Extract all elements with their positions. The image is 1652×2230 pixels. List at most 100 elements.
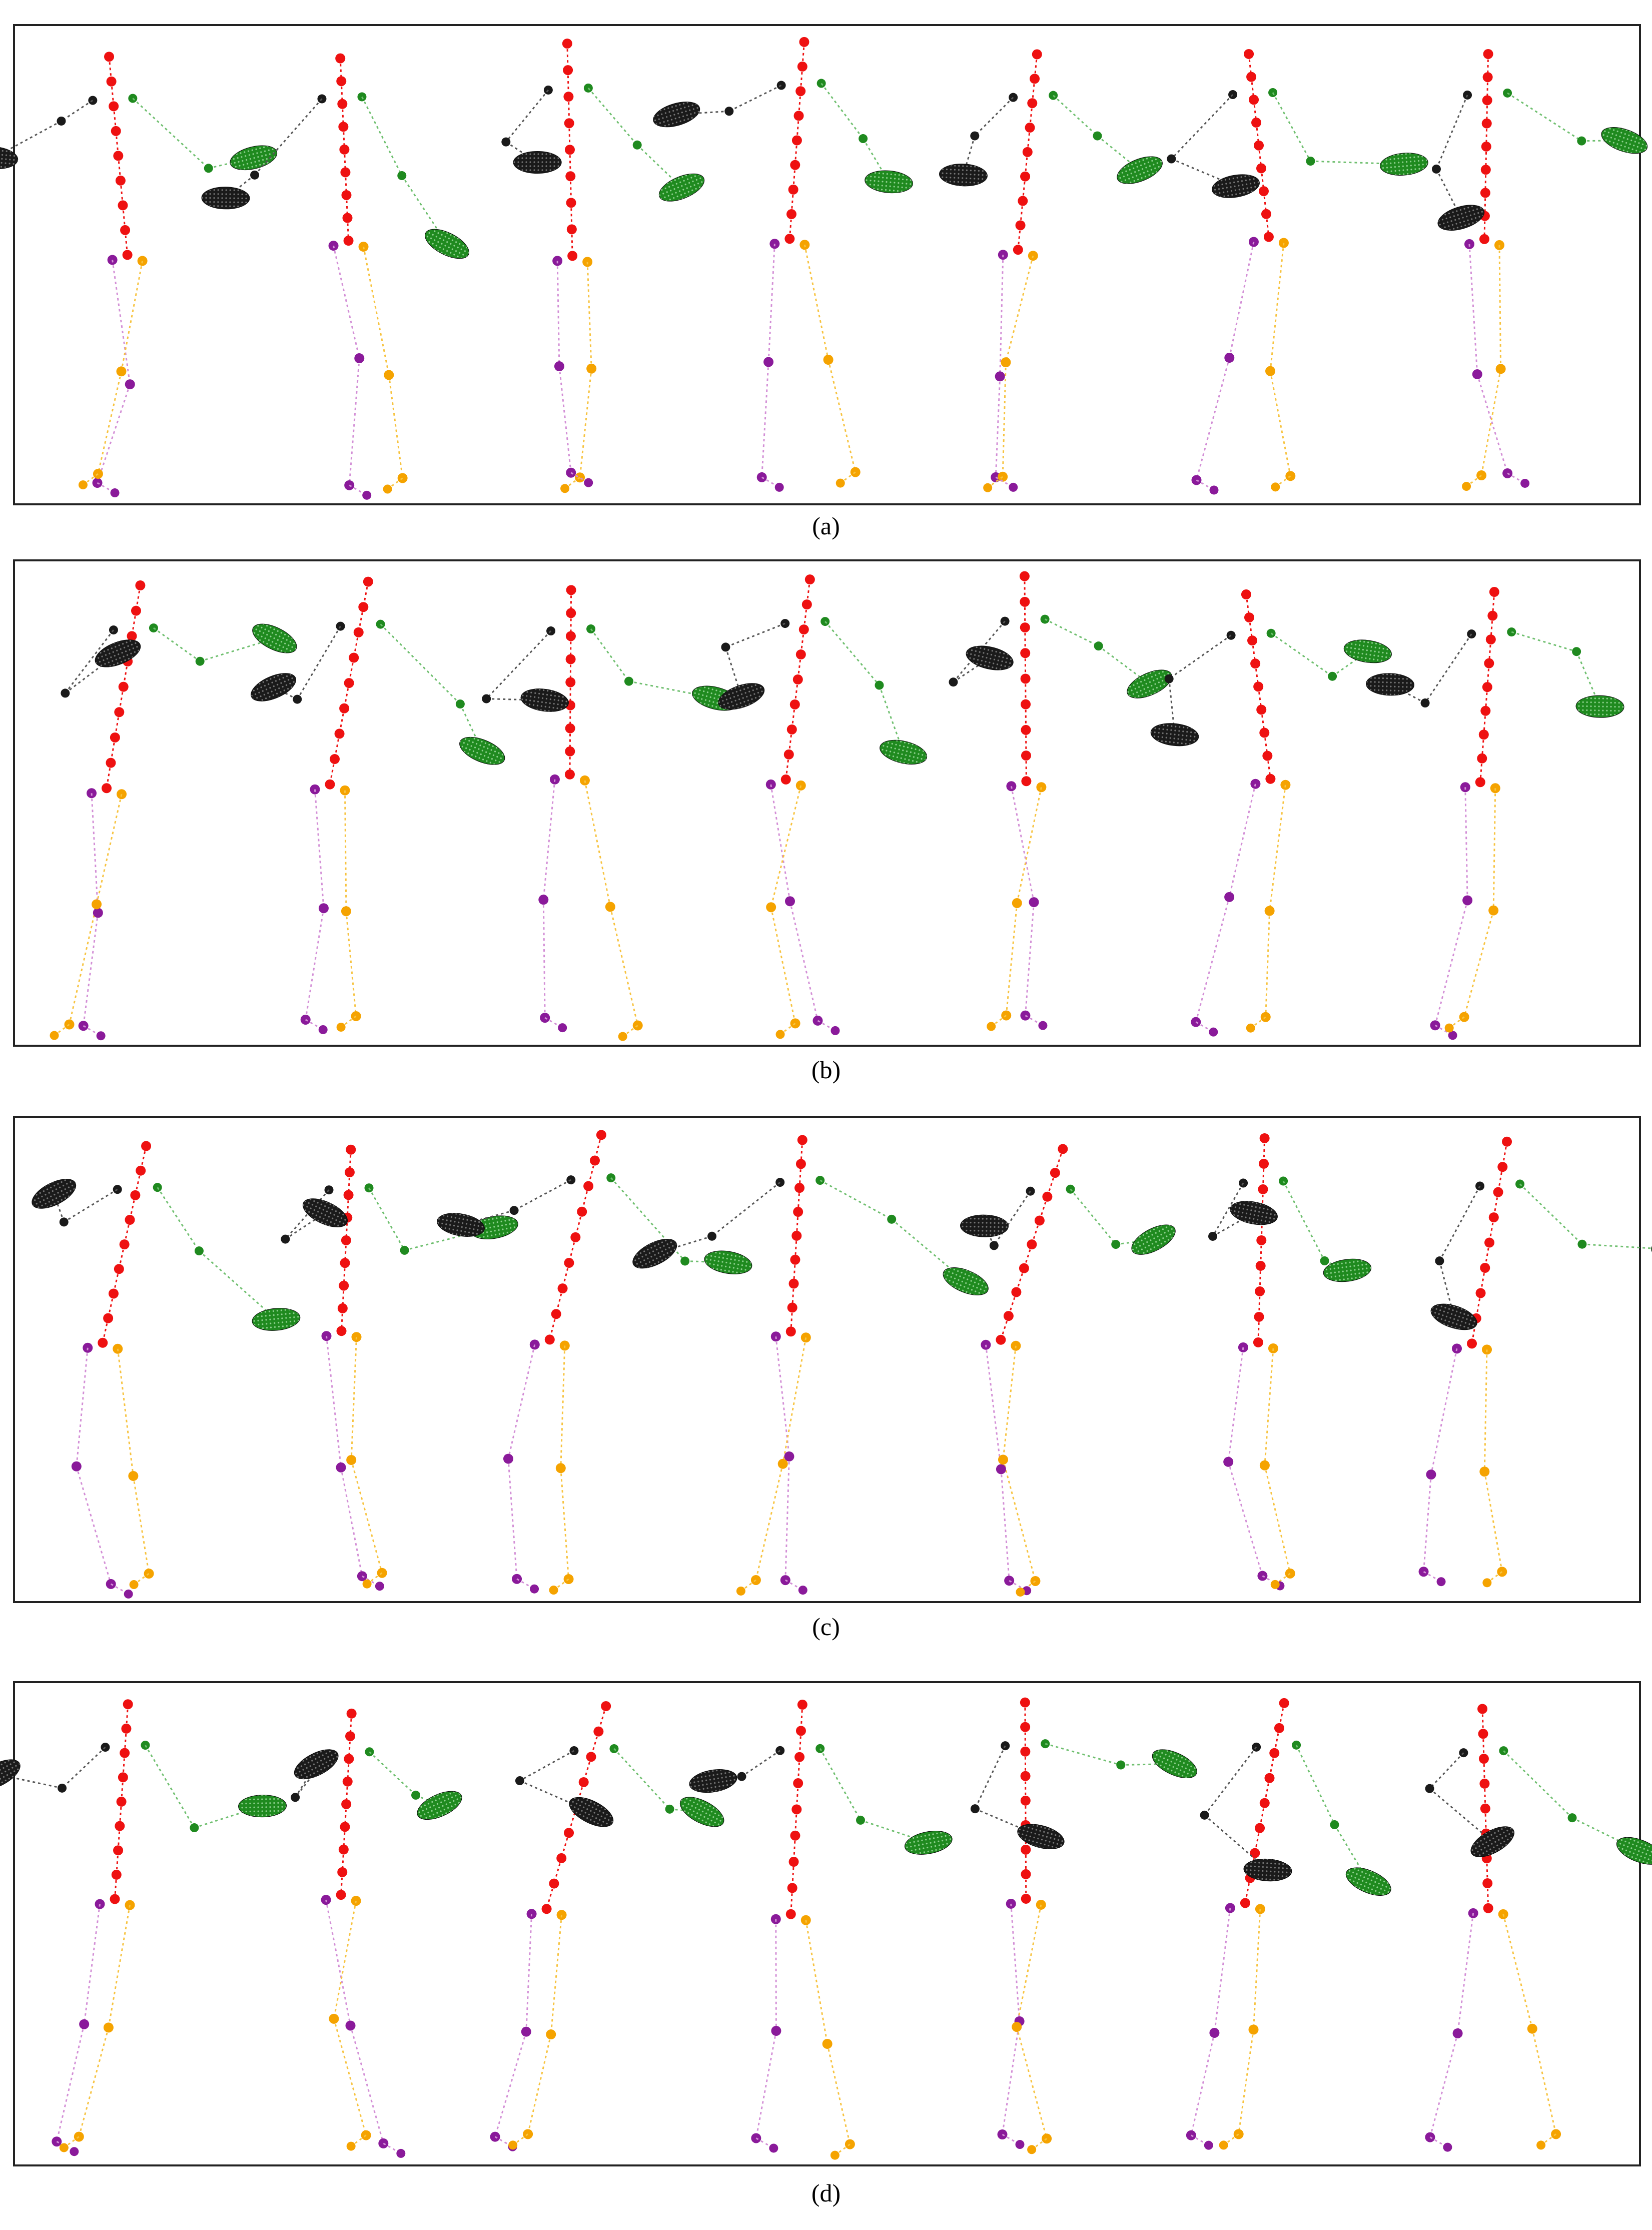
left-forearm-link bbox=[519, 1780, 592, 1813]
right-elbow-joint bbox=[400, 1245, 409, 1255]
right-upper-arm-link bbox=[1511, 631, 1577, 652]
spine-link bbox=[1259, 1265, 1262, 1291]
right-shin-link bbox=[1531, 2028, 1557, 2134]
right-knee-joint bbox=[1248, 2024, 1259, 2035]
spine-link bbox=[790, 189, 794, 215]
left-toe-joint bbox=[1520, 478, 1530, 488]
right-hand-cloud bbox=[1343, 639, 1392, 663]
left-forearm-link bbox=[505, 141, 538, 163]
left-hand-cloud bbox=[1212, 174, 1260, 198]
left-knee-joint bbox=[784, 1451, 794, 1461]
spine-link bbox=[1471, 1318, 1477, 1344]
left-upper-arm-link bbox=[974, 97, 1014, 137]
right-thigh-link bbox=[121, 261, 144, 372]
left-upper-arm-link bbox=[519, 1750, 575, 1782]
right-knee-joint bbox=[823, 354, 834, 365]
spine-link bbox=[1027, 127, 1031, 153]
right-knee-joint bbox=[103, 2022, 114, 2033]
spine-link bbox=[114, 1874, 118, 1899]
right-thigh-link bbox=[1264, 1348, 1274, 1465]
right-upper-arm-link bbox=[1070, 1188, 1117, 1245]
right-thigh-link bbox=[117, 1348, 134, 1476]
left-toe-joint bbox=[584, 478, 593, 487]
right-shin-link bbox=[1238, 2029, 1254, 2134]
left-knee-joint bbox=[1452, 2028, 1463, 2038]
right-toe-joint bbox=[1482, 1578, 1492, 1588]
right-thigh-link bbox=[782, 1337, 807, 1464]
right-toe-joint bbox=[549, 1586, 558, 1595]
right-shin-link bbox=[388, 375, 404, 478]
panel-b: (b) bbox=[13, 559, 1641, 1084]
left-thigh-link bbox=[1468, 244, 1478, 375]
spine-link bbox=[798, 1164, 802, 1188]
left-elbow-joint bbox=[57, 116, 66, 126]
left-shin-link bbox=[1429, 2033, 1459, 2137]
left-forearm-link bbox=[225, 174, 255, 199]
right-hand-cloud bbox=[1345, 1867, 1391, 1896]
right-upper-arm-link bbox=[1507, 92, 1582, 142]
left-hand-cloud bbox=[1437, 205, 1485, 231]
left-hand-cloud bbox=[32, 1179, 77, 1209]
right-upper-arm-link bbox=[1270, 632, 1333, 677]
spine-link bbox=[124, 1219, 131, 1245]
right-hand-cloud bbox=[230, 145, 278, 171]
spine-link bbox=[1054, 1148, 1064, 1173]
left-thigh-link bbox=[507, 1344, 536, 1459]
spine-link bbox=[796, 116, 800, 141]
right-ankle-joint bbox=[64, 1019, 75, 1030]
left-elbow-joint bbox=[58, 1783, 67, 1793]
left-hand-cloud bbox=[520, 688, 569, 712]
right-toe-joint bbox=[836, 478, 845, 488]
left-toe-joint bbox=[1436, 1577, 1446, 1587]
spine-link bbox=[798, 91, 801, 116]
spine-link bbox=[1254, 1828, 1261, 1853]
right-knee-joint bbox=[1527, 2023, 1537, 2034]
left-upper-arm-link bbox=[1424, 633, 1472, 703]
right-shin-link bbox=[1269, 371, 1291, 476]
right-thigh-link bbox=[770, 785, 802, 908]
right-thigh-link bbox=[1016, 787, 1042, 904]
spine-link bbox=[110, 737, 116, 763]
spine-link bbox=[797, 654, 802, 680]
spine-link bbox=[1481, 734, 1485, 759]
spine-link bbox=[119, 1801, 123, 1826]
spine-link bbox=[349, 1149, 352, 1173]
left-shin-link bbox=[784, 1456, 790, 1581]
right-knee-joint bbox=[586, 363, 597, 374]
spine-link bbox=[1254, 663, 1259, 687]
left-toe-joint bbox=[1015, 2140, 1025, 2149]
left-shin-link bbox=[83, 913, 99, 1026]
spine-joint bbox=[98, 1337, 108, 1348]
panel-c-skeletons bbox=[32, 1130, 1652, 1599]
right-elbow-joint bbox=[204, 164, 213, 173]
spine-joint bbox=[102, 783, 112, 794]
panel-d-frame bbox=[13, 1681, 1641, 2166]
right-elbow-joint bbox=[1567, 1813, 1577, 1823]
left-knee-joint bbox=[1462, 895, 1473, 906]
spine-link bbox=[1034, 54, 1038, 79]
left-shin-link bbox=[1195, 897, 1230, 1023]
spine-link bbox=[800, 629, 805, 655]
spine-link bbox=[131, 610, 137, 636]
spine-joint bbox=[1021, 1893, 1031, 1904]
left-toe-joint bbox=[1038, 1021, 1048, 1030]
left-thigh-link bbox=[999, 255, 1004, 377]
spine-link bbox=[348, 1172, 351, 1195]
left-toe-joint bbox=[1009, 482, 1018, 492]
right-knee-joint bbox=[1265, 366, 1276, 376]
left-toe-joint bbox=[110, 488, 120, 498]
right-shin-link bbox=[1264, 1465, 1291, 1574]
spine-link bbox=[1020, 201, 1024, 226]
left-elbow-joint bbox=[501, 137, 511, 147]
right-upper-arm-link bbox=[1503, 1750, 1573, 1819]
spine-link bbox=[790, 1307, 793, 1332]
left-shin-link bbox=[1434, 900, 1468, 1026]
spine-link bbox=[575, 1782, 585, 1808]
right-shin-link bbox=[69, 904, 98, 1025]
spine-link bbox=[1501, 1141, 1508, 1167]
right-thigh-link bbox=[344, 790, 347, 912]
right-hand-cloud bbox=[679, 1797, 724, 1827]
right-thigh-link bbox=[1269, 243, 1285, 371]
right-shin-link bbox=[828, 359, 857, 472]
